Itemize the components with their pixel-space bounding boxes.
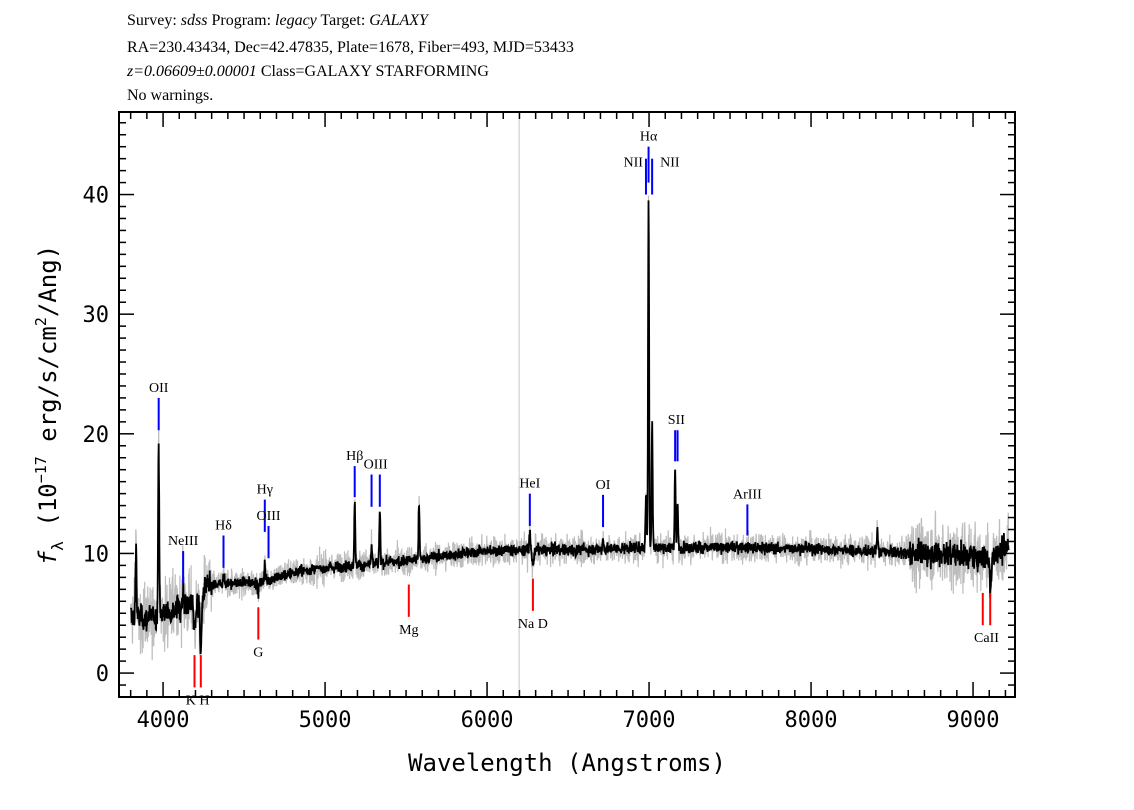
header-redshift-line: z=0.06609±0.00001 Class=GALAXY STARFORMI… <box>127 62 489 82</box>
x-tick-label: 9000 <box>947 708 1000 733</box>
class-value: Class=GALAXY STARFORMING <box>260 63 489 80</box>
line-label-3: Hγ <box>257 483 273 498</box>
line-label-9: NII <box>624 156 644 171</box>
flux-spectrum-line <box>130 200 1010 655</box>
error-spectrum-line <box>130 195 1010 661</box>
line-label-13: ArIII <box>733 487 762 502</box>
header-warnings: No warnings. <box>127 87 214 104</box>
line-label-16: Mg <box>399 623 418 638</box>
x-tick-label: 5000 <box>299 708 352 733</box>
y-tick-label: 30 <box>83 303 110 328</box>
plot-frame <box>118 111 1016 698</box>
line-label-6: OIII <box>364 457 388 472</box>
line-label-5: Hβ <box>346 449 363 464</box>
line-label-8: OI <box>596 478 611 493</box>
y-axis-title: fλ (10−17 erg/s/cm2/Ang) <box>32 245 67 565</box>
header-survey-line: Survey: sdss Program: legacy Target: GAL… <box>127 11 428 31</box>
line-label-1: NeIII <box>168 534 199 549</box>
program-label: Program: <box>211 12 272 29</box>
line-label-11: NII <box>660 156 680 171</box>
header-coordinates: RA=230.43434, Dec=42.47835, Plate=1678, … <box>127 39 574 56</box>
survey-value: sdss <box>180 12 208 29</box>
line-label-2: Hδ <box>215 518 232 533</box>
line-label-15: G <box>253 646 263 661</box>
line-label-17: Na D <box>518 617 548 632</box>
x-tick-label: 6000 <box>461 708 514 733</box>
line-label-14: K H <box>186 693 210 708</box>
line-label-10: Hα <box>640 130 658 145</box>
line-label-18: CaII <box>974 631 999 646</box>
y-tick-label: 40 <box>83 184 110 209</box>
y-axis-title-f: f <box>34 550 62 565</box>
redshift-value: z=0.06609±0.00001 <box>127 63 257 80</box>
y-tick-label: 0 <box>96 662 109 687</box>
x-tick-label: 8000 <box>785 708 838 733</box>
line-label-0: OII <box>149 381 169 396</box>
survey-label: Survey: <box>127 12 177 29</box>
x-tick-label: 4000 <box>137 708 190 733</box>
line-label-4: OIII <box>256 509 280 524</box>
y-tick-label: 10 <box>83 542 110 567</box>
x-axis-title: Wavelength (Angstroms) <box>408 749 726 777</box>
y-axis-title-sub: λ <box>48 541 67 551</box>
program-value: legacy <box>275 12 317 29</box>
x-tick-label: 7000 <box>623 708 676 733</box>
y-tick-label: 20 <box>83 423 110 448</box>
line-label-7: HeI <box>519 477 540 492</box>
target-label: Target: <box>320 12 366 29</box>
target-value: GALAXY <box>369 12 428 29</box>
line-label-12: SII <box>668 413 685 428</box>
plot-area <box>130 112 1010 697</box>
